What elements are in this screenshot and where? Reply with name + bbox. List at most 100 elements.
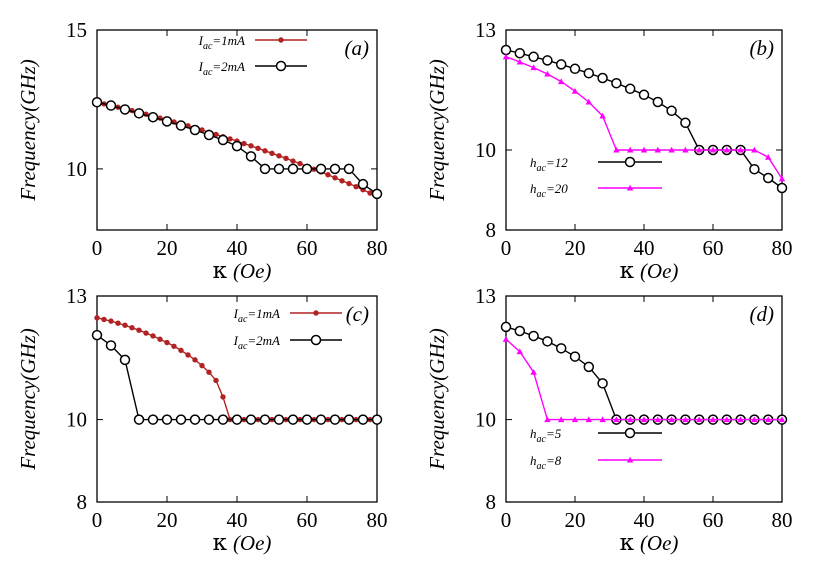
- data-point: [528, 330, 539, 342]
- x-tick-label: 60: [297, 236, 318, 260]
- legend-entry: hac=8: [530, 453, 662, 472]
- data-point: [346, 180, 352, 187]
- data-point: [133, 108, 145, 119]
- data-point: [371, 188, 383, 200]
- data-point: [696, 146, 703, 153]
- data-point: [164, 339, 170, 346]
- data-point: [105, 100, 117, 111]
- data-point: [500, 44, 512, 56]
- data-point: [530, 64, 537, 71]
- data-point: [569, 351, 581, 362]
- data-point: [157, 336, 163, 342]
- y-axis-label: Frequency(GHz): [16, 328, 40, 471]
- legend-label-rest: =12: [546, 155, 568, 170]
- legend-label-main: h: [530, 155, 537, 170]
- legend-marker: [278, 37, 284, 43]
- data-point: [150, 333, 156, 339]
- legend-entry: Iac=1mA: [233, 306, 342, 325]
- legend-label: Iac=1mA: [198, 33, 245, 52]
- data-point: [329, 414, 341, 425]
- data-point: [778, 416, 786, 423]
- legend-label-sub: ac: [203, 67, 213, 78]
- data-point: [555, 343, 567, 354]
- legend-label-rest: =2mA: [212, 59, 245, 74]
- data-point: [217, 414, 229, 425]
- x-axis-unit: (Oe): [233, 259, 271, 283]
- data-point: [583, 67, 595, 79]
- legend-entry: hac=12: [530, 155, 662, 174]
- legend-label-main: I: [198, 33, 204, 48]
- data-point: [175, 120, 187, 131]
- x-axis-label: κ (Oe): [620, 530, 679, 556]
- data-point: [325, 172, 331, 178]
- series-1: [91, 96, 383, 200]
- legend-label-main: h: [530, 426, 537, 441]
- y-tick-label: 10: [66, 408, 87, 432]
- kappa-symbol: κ: [213, 258, 228, 284]
- panel-label: (d): [750, 302, 775, 326]
- x-tick-label: 80: [367, 508, 388, 532]
- x-axis-unit: (Oe): [640, 259, 678, 283]
- data-point: [255, 145, 261, 152]
- data-point: [528, 51, 539, 63]
- data-point: [654, 146, 661, 153]
- x-tick-label: 40: [227, 508, 248, 532]
- data-point: [371, 414, 383, 425]
- data-point: [171, 343, 177, 349]
- data-point: [105, 340, 117, 351]
- legend-label-rest: =1mA: [247, 306, 280, 321]
- data-point: [723, 416, 730, 423]
- data-point: [189, 124, 201, 136]
- data-point: [178, 347, 184, 354]
- data-point: [245, 414, 257, 425]
- legend-label-sub: ac: [537, 189, 547, 200]
- data-point: [353, 183, 359, 190]
- data-point: [161, 414, 173, 425]
- legend-label: hac=12: [530, 155, 568, 174]
- legend-label-sub: ac: [203, 41, 213, 52]
- data-point: [287, 163, 299, 175]
- legend-entry: Iac=1mA: [198, 33, 307, 52]
- data-point: [640, 416, 648, 423]
- data-point: [115, 320, 121, 326]
- kappa-symbol: κ: [213, 530, 228, 556]
- x-tick-label: 60: [703, 236, 724, 260]
- y-tick-label: 8: [486, 218, 497, 242]
- data-point: [668, 416, 675, 423]
- data-point: [599, 112, 606, 119]
- data-point: [133, 414, 145, 425]
- data-point: [737, 146, 744, 153]
- data-point: [301, 414, 313, 425]
- data-point: [91, 96, 103, 108]
- data-point: [696, 416, 703, 423]
- x-tick-label: 80: [772, 508, 793, 532]
- data-point: [516, 58, 523, 65]
- panel-label: (b): [750, 36, 775, 60]
- x-tick-label: 80: [772, 236, 793, 260]
- legend-label-rest: =20: [546, 181, 568, 196]
- data-point: [199, 362, 205, 369]
- data-point: [339, 178, 345, 184]
- x-axis-label: κ (Oe): [213, 530, 272, 556]
- x-tick-label: 40: [634, 508, 655, 532]
- data-point: [213, 377, 219, 384]
- data-point: [638, 89, 650, 101]
- data-point: [599, 416, 606, 423]
- data-point: [94, 315, 100, 321]
- data-point: [654, 416, 661, 423]
- data-point: [357, 178, 369, 190]
- legend-label-sub: ac: [537, 163, 547, 174]
- data-point: [241, 140, 247, 147]
- legend-marker: [626, 456, 634, 463]
- data-point: [500, 321, 512, 333]
- data-point: [514, 47, 526, 59]
- data-point: [666, 105, 677, 117]
- data-point: [185, 352, 191, 358]
- data-point: [108, 318, 114, 324]
- data-point: [147, 414, 159, 425]
- legend-entry: hac=20: [530, 181, 662, 200]
